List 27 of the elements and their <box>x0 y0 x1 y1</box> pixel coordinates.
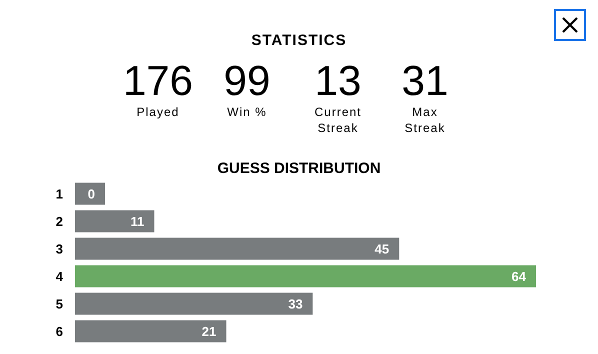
y-tick-label: 4 <box>56 268 64 284</box>
data-label: 11 <box>130 214 144 229</box>
y-tick-label: 3 <box>56 241 63 256</box>
data-label: 99 <box>222 57 272 104</box>
y-tick-label: 1 <box>56 186 63 202</box>
category-label: Played <box>136 104 180 120</box>
bar <box>75 238 400 260</box>
data-label: 21 <box>202 324 216 339</box>
chart-title: GUESS DISTRIBUTION <box>217 160 381 177</box>
y-tick-label: 6 <box>56 324 63 339</box>
data-label: 31 <box>400 57 450 104</box>
y-tick-label: 5 <box>56 296 63 312</box>
category-label: Win % <box>226 104 268 120</box>
data-label: 64 <box>512 268 527 284</box>
data-label: 45 <box>374 241 390 256</box>
category-label: Max Streak <box>404 104 446 136</box>
data-label: 176 <box>122 57 194 104</box>
data-label: 33 <box>288 296 303 312</box>
bar <box>75 292 313 315</box>
y-tick-label: 2 <box>56 214 63 229</box>
category-label: Current Streak <box>313 104 362 136</box>
bar <box>75 210 154 232</box>
text: STATISTICS <box>250 32 348 49</box>
data-label: 13 <box>314 57 362 104</box>
bar <box>75 265 536 288</box>
data-label: 0 <box>88 186 95 202</box>
bar <box>75 320 226 342</box>
